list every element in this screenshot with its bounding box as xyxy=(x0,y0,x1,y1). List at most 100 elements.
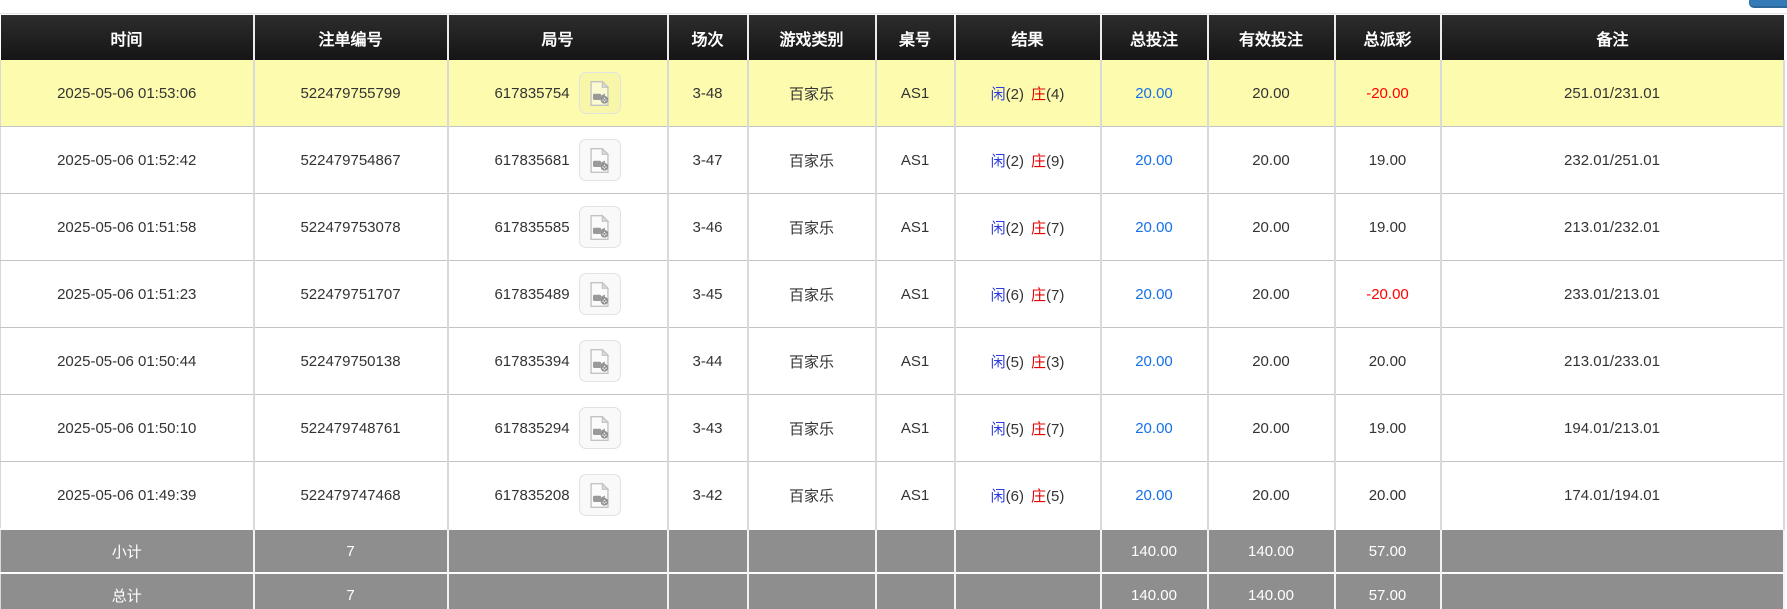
column-header-time: 时间 xyxy=(0,15,255,60)
result-player-label: 闲 xyxy=(990,353,1006,371)
round-id-text: 617835294 xyxy=(494,419,570,437)
cell-time: 2025-05-06 01:50:44 xyxy=(0,327,255,395)
column-header-game-type: 游戏类别 xyxy=(747,15,877,60)
result-banker-label: 庄 xyxy=(1031,152,1047,170)
cell-round-id: 617835585 xyxy=(447,193,669,261)
video-replay-button[interactable] xyxy=(578,340,621,382)
cell-total-bet-link[interactable]: 20.00 xyxy=(1100,126,1209,194)
column-header-bet-id: 注单编号 xyxy=(253,15,449,60)
cell-payout: 19.00 xyxy=(1334,193,1442,261)
table-row: 2025-05-06 01:50:44 522479750138 6178353… xyxy=(0,327,1785,395)
cell-payout: 19.00 xyxy=(1334,126,1442,194)
result-player-score: (2) xyxy=(1005,152,1024,170)
cell-session: 3-46 xyxy=(667,193,749,261)
result-banker-score: (7) xyxy=(1046,219,1065,237)
cell-bet-id: 522479751707 xyxy=(253,260,449,328)
column-header-result: 结果 xyxy=(954,15,1102,60)
video-file-icon xyxy=(590,347,610,374)
video-replay-button[interactable] xyxy=(578,206,621,248)
video-replay-button[interactable] xyxy=(578,139,621,181)
cell-round-id: 617835294 xyxy=(447,394,669,462)
cell-round-id: 617835754 xyxy=(447,60,669,127)
cell-table-no: AS1 xyxy=(875,126,956,194)
result-player-score: (6) xyxy=(1005,487,1024,505)
video-replay-button[interactable] xyxy=(578,273,621,315)
cell-result: 闲(2) 庄(7) xyxy=(954,193,1102,261)
result-banker-score: (4) xyxy=(1046,85,1065,103)
column-header-table-no: 桌号 xyxy=(875,15,956,60)
cell-bet-id: 522479753078 xyxy=(253,193,449,261)
cell-round-id: 617835489 xyxy=(447,260,669,328)
cell-table-no: AS1 xyxy=(875,60,956,127)
video-file-icon xyxy=(590,481,610,508)
cell-session: 3-44 xyxy=(667,327,749,395)
grand-total-row: 总计 7 140.00 140.00 57.00 xyxy=(0,572,1785,609)
result-banker-score: (7) xyxy=(1046,420,1065,438)
grand-total-label: 总计 xyxy=(0,572,255,609)
table-row: 2025-05-06 01:51:23 522479751707 6178354… xyxy=(0,260,1785,328)
cell-result: 闲(2) 庄(4) xyxy=(954,60,1102,127)
cell-valid-bet: 20.00 xyxy=(1207,327,1336,395)
result-banker-label: 庄 xyxy=(1031,420,1047,438)
cell-total-bet-link[interactable]: 20.00 xyxy=(1100,394,1209,462)
round-id-text: 617835585 xyxy=(494,218,570,236)
cell-round-id: 617835394 xyxy=(447,327,669,395)
cell-total-bet-link[interactable]: 20.00 xyxy=(1100,327,1209,395)
cell-total-bet-link[interactable]: 20.00 xyxy=(1100,461,1209,530)
cell-valid-bet: 20.00 xyxy=(1207,193,1336,261)
cell-valid-bet: 20.00 xyxy=(1207,126,1336,194)
table-header-row: 时间 注单编号 局号 场次 游戏类别 桌号 结果 总投注 有效投注 总派彩 备注 xyxy=(0,15,1784,60)
cell-payout: 19.00 xyxy=(1334,394,1442,462)
subtotal-row: 小计 7 140.00 140.00 57.00 xyxy=(0,528,1785,573)
round-id-text: 617835754 xyxy=(494,84,570,102)
cell-valid-bet: 20.00 xyxy=(1207,60,1336,127)
table-row: 2025-05-06 01:51:58 522479753078 6178355… xyxy=(0,193,1785,261)
cell-payout: -20.00 xyxy=(1334,60,1442,127)
cell-remark: 251.01/231.01 xyxy=(1440,60,1785,127)
video-replay-button[interactable] xyxy=(578,407,621,449)
cell-time: 2025-05-06 01:51:23 xyxy=(0,260,255,328)
cell-remark: 194.01/213.01 xyxy=(1440,394,1785,462)
result-player-score: (5) xyxy=(1005,353,1024,371)
result-player-score: (6) xyxy=(1005,286,1024,304)
cell-total-bet-link[interactable]: 20.00 xyxy=(1100,193,1209,261)
cell-time: 2025-05-06 01:53:06 xyxy=(0,60,255,127)
bet-records-table: 时间 注单编号 局号 场次 游戏类别 桌号 结果 总投注 有效投注 总派彩 备注… xyxy=(0,15,1785,609)
cell-result: 闲(6) 庄(5) xyxy=(954,461,1102,530)
top-action-button-cutoff[interactable] xyxy=(1749,0,1787,8)
video-replay-button[interactable] xyxy=(578,72,621,114)
subtotal-valid-bet: 140.00 xyxy=(1207,528,1336,573)
result-player-score: (2) xyxy=(1005,219,1024,237)
table-row: 2025-05-06 01:49:39 522479747468 6178352… xyxy=(0,461,1785,530)
cell-remark: 174.01/194.01 xyxy=(1440,461,1785,530)
result-player-label: 闲 xyxy=(990,420,1006,438)
cell-total-bet-link[interactable]: 20.00 xyxy=(1100,260,1209,328)
cell-session: 3-48 xyxy=(667,60,749,127)
cell-game-type: 百家乐 xyxy=(747,260,877,328)
table-row: 2025-05-06 01:53:06 522479755799 6178357… xyxy=(0,60,1785,127)
cell-payout: 20.00 xyxy=(1334,327,1442,395)
video-file-icon xyxy=(590,280,610,307)
cell-bet-id: 522479748761 xyxy=(253,394,449,462)
cell-time: 2025-05-06 01:50:10 xyxy=(0,394,255,462)
result-banker-score: (9) xyxy=(1046,152,1065,170)
cell-session: 3-47 xyxy=(667,126,749,194)
cell-time: 2025-05-06 01:51:58 xyxy=(0,193,255,261)
page-divider xyxy=(0,13,1787,14)
grand-total-count: 7 xyxy=(253,572,449,609)
cell-table-no: AS1 xyxy=(875,394,956,462)
cell-remark: 213.01/233.01 xyxy=(1440,327,1785,395)
result-player-label: 闲 xyxy=(990,286,1006,304)
grand-total-payout: 57.00 xyxy=(1334,572,1442,609)
cell-total-bet-link[interactable]: 20.00 xyxy=(1100,60,1209,127)
cell-game-type: 百家乐 xyxy=(747,60,877,127)
grand-total-total-bet: 140.00 xyxy=(1100,572,1209,609)
cell-round-id: 617835208 xyxy=(447,461,669,530)
video-replay-button[interactable] xyxy=(578,474,621,516)
cell-game-type: 百家乐 xyxy=(747,327,877,395)
round-id-text: 617835394 xyxy=(494,352,570,370)
column-header-session: 场次 xyxy=(667,15,749,60)
result-player-label: 闲 xyxy=(990,152,1006,170)
column-header-round-id: 局号 xyxy=(447,15,669,60)
cell-payout: 20.00 xyxy=(1334,461,1442,530)
